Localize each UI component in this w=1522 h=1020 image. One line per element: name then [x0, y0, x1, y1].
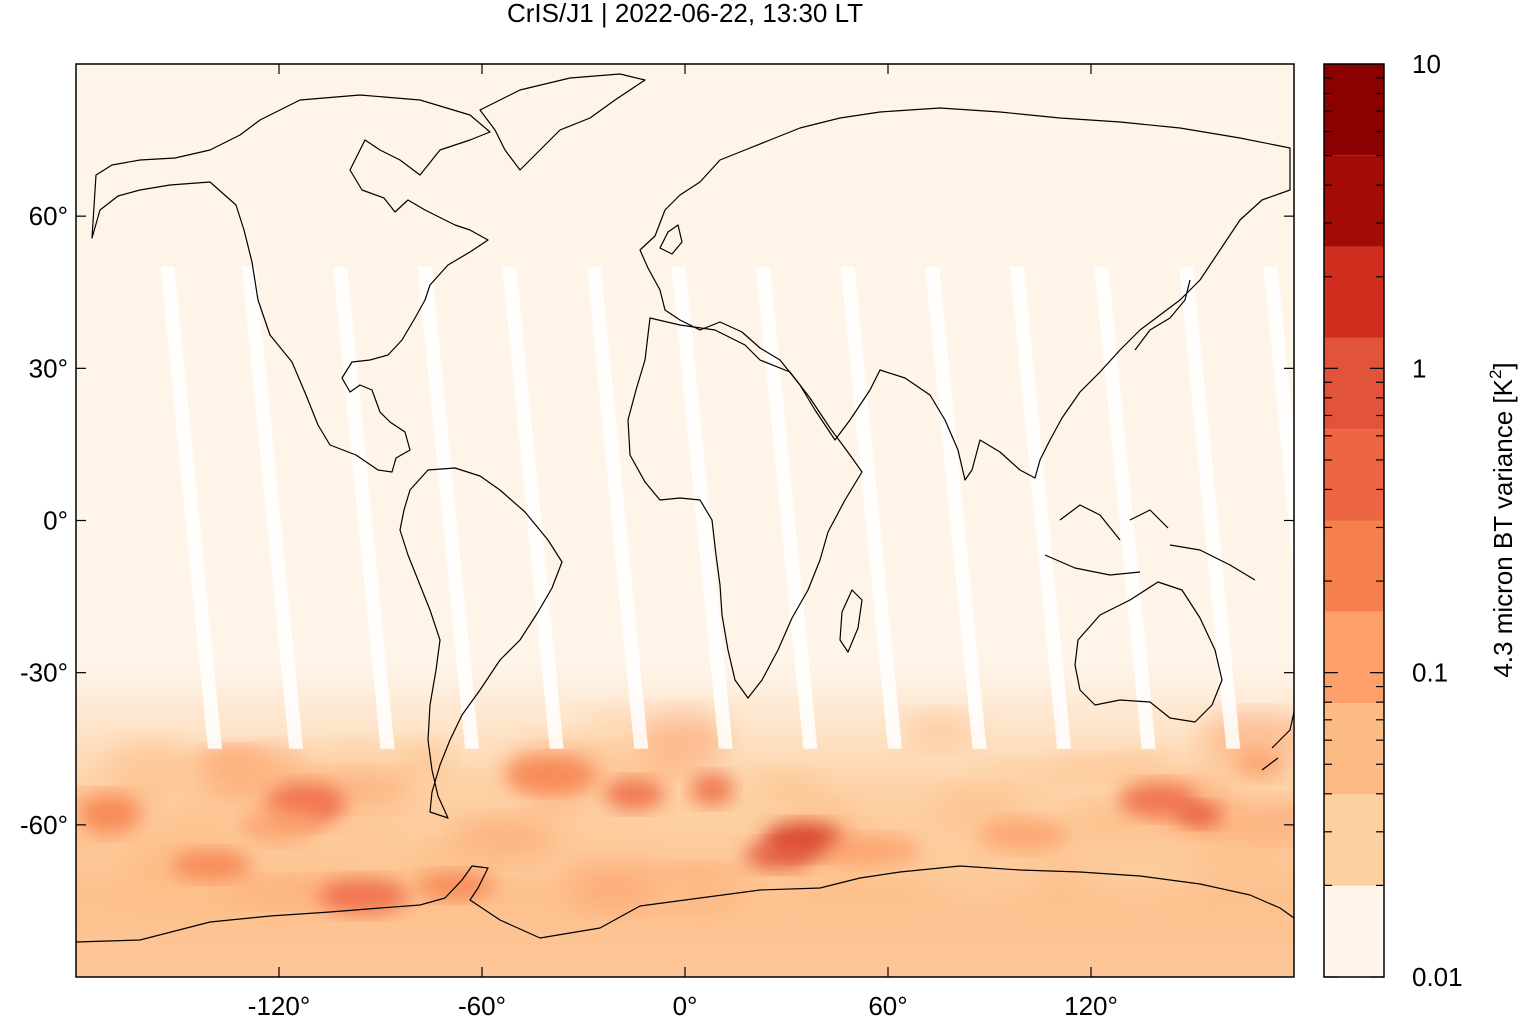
coastline-madagascar [839, 589, 863, 653]
x-tick-label: -120° [248, 991, 310, 1020]
variance-blob [931, 788, 1031, 827]
variance-blob [565, 863, 660, 912]
orbit-gap [671, 266, 733, 749]
colorbar-bins [1324, 64, 1384, 977]
orbit-gap [1178, 266, 1241, 749]
colorbar-tick-label: 10 [1412, 49, 1441, 79]
x-tick-label: 0° [673, 991, 698, 1020]
orbit-gap [160, 266, 222, 749]
variance-blob [761, 771, 820, 796]
orbit-gap [840, 266, 902, 749]
variance-field [76, 652, 1294, 977]
coastline-greenland [479, 73, 646, 171]
variance-hotspot [1235, 748, 1286, 779]
variance-blob [1230, 768, 1294, 799]
variance-hotspot [821, 835, 922, 866]
axis-ticks [76, 64, 1294, 977]
variance-blob [1047, 755, 1171, 780]
colorbar: 10 1 0.1 0.01 4.3 micron BT variance [K2] [1323, 49, 1518, 992]
variance-blob [925, 850, 1037, 905]
variance-blob [404, 841, 501, 874]
variance-blob [248, 881, 305, 921]
colorbar-bin [1324, 611, 1384, 704]
coastline-uk [659, 224, 683, 255]
variance-blob [702, 870, 766, 913]
coastline-africa [627, 317, 863, 699]
variance-hotspot [1118, 781, 1199, 818]
variance-blob [403, 772, 504, 811]
colorbar-bin [1324, 337, 1384, 430]
colorbar-bin [1324, 885, 1384, 977]
colorbar-bin [1324, 703, 1384, 795]
colorbar-ticks [1324, 77, 1384, 978]
orbit-gap [586, 266, 649, 749]
y-tick-label: -30° [20, 658, 68, 688]
y-tick-label: -60° [20, 810, 68, 840]
orbit-gap [925, 266, 987, 749]
x-tick-label: 60° [868, 991, 907, 1020]
colorbar-bin [1324, 794, 1384, 886]
coastline-japan [1134, 279, 1191, 351]
colorbar-tick-label: 0.01 [1412, 962, 1463, 992]
orbit-gap [1094, 266, 1156, 749]
colorbar-label-sup: 2 [1486, 370, 1505, 379]
y-tick-label: 60° [29, 201, 68, 231]
colorbar-bin [1324, 155, 1384, 247]
chart-title: CrIS/J1 | 2022-06-22, 13:30 LT [507, 0, 863, 28]
coastline-australia [1074, 581, 1223, 723]
variance-blob [1234, 799, 1294, 841]
variance-hotspot [504, 756, 595, 793]
orbit-gap [333, 266, 395, 749]
coastline-indonesia [1044, 504, 1256, 581]
coastline-antarctica [76, 865, 1294, 943]
colorbar-label: 4.3 micron BT variance [K2] [1486, 362, 1518, 677]
coastlines [76, 73, 1294, 943]
x-tick-label: -60° [458, 991, 506, 1020]
orbit-gap [1263, 266, 1294, 577]
orbit-gaps [160, 266, 1294, 749]
variance-blob [619, 805, 720, 834]
coastline-south-america [399, 467, 563, 819]
x-axis-tick-labels: -120° -60° 0° 60° 120° [248, 991, 1118, 1020]
colorbar-tick-label: 1 [1412, 353, 1426, 383]
colorbar-tick-label: 0.1 [1412, 658, 1448, 688]
variance-blob [175, 755, 303, 790]
orbit-gap [756, 266, 818, 749]
colorbar-bin [1324, 64, 1384, 156]
variance-hotspot [239, 806, 319, 843]
orbit-gap [417, 266, 480, 749]
coastline-north-america [91, 94, 491, 473]
coastline-new-zealand [1261, 711, 1294, 771]
colorbar-frame [1323, 63, 1385, 978]
variance-hotspot [604, 778, 665, 811]
variance-hotspot [79, 794, 140, 835]
variance-hotspot [690, 773, 735, 806]
variance-hotspot [171, 850, 252, 881]
orbit-gap [502, 266, 564, 749]
variance-hotspot [978, 818, 1069, 851]
variance-hotspot [414, 871, 495, 900]
variance-hotspot [318, 877, 409, 914]
variance-hotspot [1177, 802, 1222, 827]
colorbar-bin [1324, 429, 1384, 521]
variance-hotspot [744, 840, 815, 871]
x-tick-label: 120° [1064, 991, 1118, 1020]
colorbar-label-text: 4.3 micron BT variance [K [1488, 378, 1518, 677]
y-tick-label: 30° [29, 353, 68, 383]
colorbar-label-suffix: ] [1488, 362, 1518, 369]
orbit-gap [241, 266, 304, 749]
variance-blob [102, 741, 197, 798]
map-plot-area [76, 64, 1294, 977]
colorbar-tick-labels: 10 1 0.1 0.01 [1412, 49, 1463, 992]
y-tick-label: 0° [43, 506, 68, 536]
colorbar-bin [1324, 246, 1384, 338]
variance-blob [640, 710, 727, 770]
colorbar-bin [1324, 520, 1384, 612]
variance-blob [901, 712, 978, 749]
orbit-gap [1009, 266, 1072, 749]
variance-blob [1082, 841, 1200, 902]
y-axis-tick-labels: 60° 30° 0° -30° -60° [20, 201, 68, 840]
